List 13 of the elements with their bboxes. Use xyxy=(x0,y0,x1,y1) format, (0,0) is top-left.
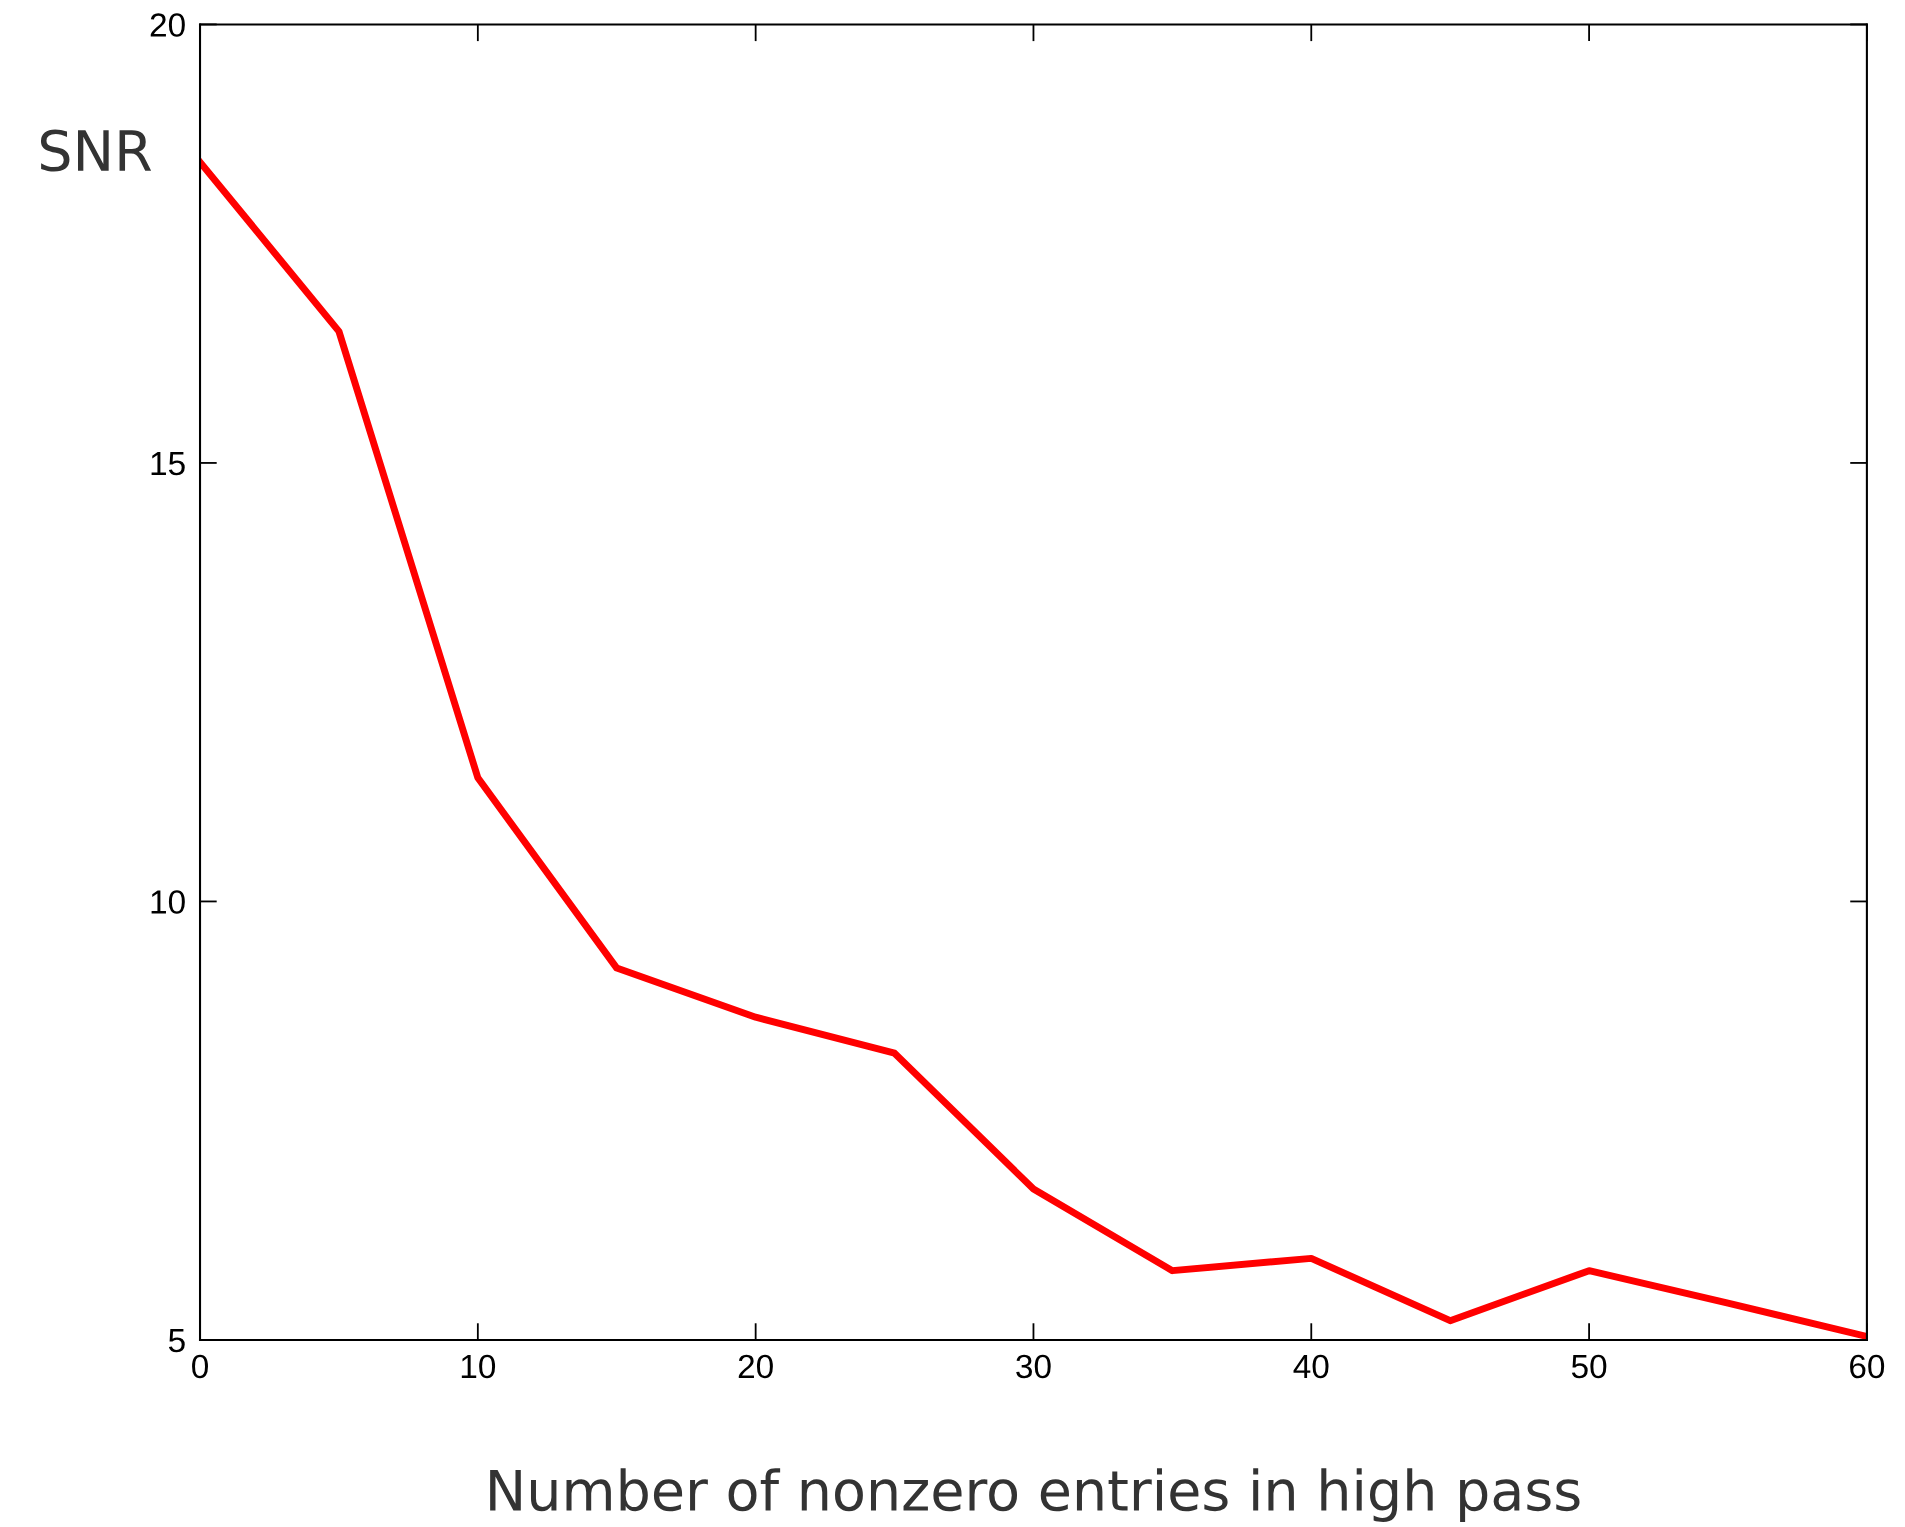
y-tick-label: 20 xyxy=(150,13,185,37)
x-tick-label: 10 xyxy=(461,1354,496,1379)
x-tick-label: 0 xyxy=(192,1354,208,1379)
y-tick-label: 10 xyxy=(151,890,185,914)
x-tick-label: 20 xyxy=(738,1354,773,1379)
x-tick-label: 50 xyxy=(1571,1354,1607,1379)
y-tick-label: 15 xyxy=(151,452,185,476)
x-axis-title: Number of nonzero entries in high pass xyxy=(490,1468,1580,1523)
x-tick-label: 40 xyxy=(1293,1354,1329,1379)
y-tick-label: 5 xyxy=(168,1329,185,1353)
x-tick-label: 60 xyxy=(1850,1354,1885,1379)
x-tick-label: 30 xyxy=(1016,1354,1051,1379)
y-axis-title: SNR xyxy=(40,129,152,172)
